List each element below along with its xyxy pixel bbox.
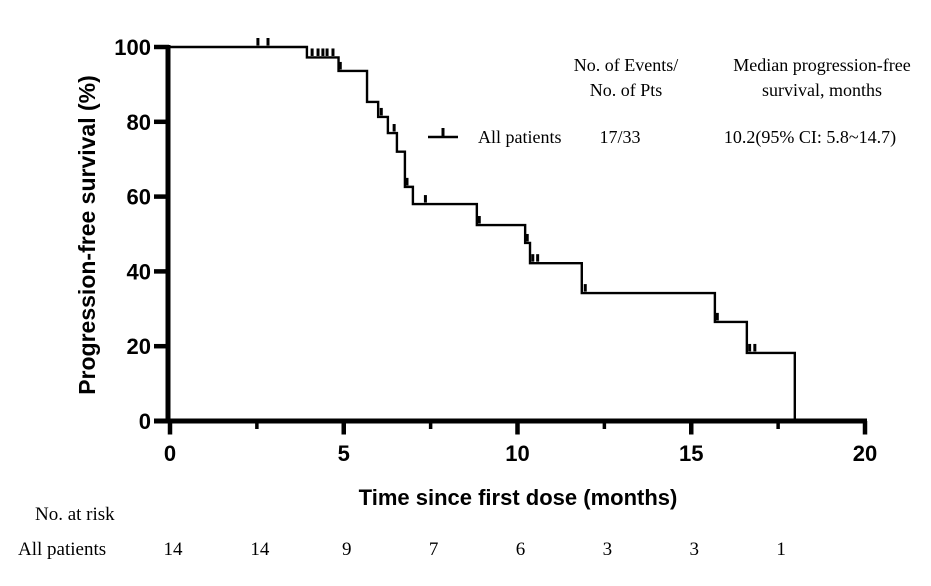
risk-count: 14	[250, 539, 270, 560]
legend-key-icon	[428, 128, 458, 139]
y-tick-label: 20	[127, 334, 151, 359]
risk-count: 3	[603, 539, 613, 560]
risk-counts: 14 14 9 7 6 3 3 1	[164, 539, 786, 560]
y-tick-label: 60	[127, 185, 151, 210]
risk-table-title: No. at risk	[35, 504, 115, 525]
events-value: 17/33	[599, 127, 640, 147]
legend-block: No. of Events/ No. of Pts Median progres…	[428, 55, 911, 148]
median-header-line2: survival, months	[762, 80, 882, 100]
risk-table: No. at risk All patients 14 14 9 7 6 3 3 1	[18, 504, 786, 560]
x-tick-label: 0	[164, 441, 176, 466]
risk-count: 9	[342, 539, 352, 560]
risk-count: 1	[776, 539, 786, 560]
y-tick-label: 80	[127, 110, 151, 135]
x-tick-label: 10	[505, 441, 529, 466]
risk-count: 7	[429, 539, 439, 560]
risk-count: 3	[690, 539, 700, 560]
median-value: 10.2(95% CI: 5.8~14.7)	[724, 127, 896, 148]
y-tick-label: 40	[127, 259, 151, 284]
y-axis-title: Progression-free survival (%)	[74, 75, 100, 395]
y-tick-label: 0	[139, 409, 151, 434]
x-tick-label: 5	[338, 441, 350, 466]
events-header-line2: No. of Pts	[590, 80, 663, 100]
x-axis-title: Time since first dose (months)	[359, 485, 678, 510]
y-axis-ticks: 0 20 40 60 80 100	[114, 35, 169, 434]
x-tick-label: 15	[679, 441, 703, 466]
censor-tick-marks	[256, 38, 757, 352]
median-header-line1: Median progression-free	[733, 55, 910, 75]
risk-count: 6	[516, 539, 526, 560]
risk-count: 14	[164, 539, 184, 560]
x-tick-label: 20	[853, 441, 877, 466]
x-axis-ticks: 0 5 10 15 20	[164, 421, 877, 466]
km-step-curve	[170, 45, 797, 421]
legend-series-label: All patients	[478, 127, 562, 147]
risk-row-label: All patients	[18, 539, 106, 560]
y-tick-label: 100	[114, 35, 151, 60]
events-header-line1: No. of Events/	[574, 55, 678, 75]
